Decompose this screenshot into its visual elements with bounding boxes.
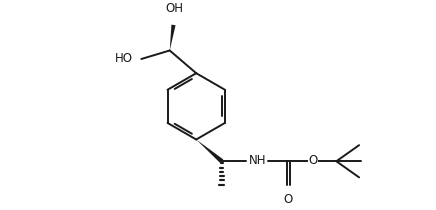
Text: OH: OH (165, 3, 184, 16)
Text: O: O (309, 154, 318, 167)
Text: NH: NH (249, 154, 266, 167)
Polygon shape (196, 139, 223, 163)
Text: HO: HO (115, 52, 133, 64)
Polygon shape (170, 25, 176, 50)
Text: O: O (284, 193, 293, 206)
